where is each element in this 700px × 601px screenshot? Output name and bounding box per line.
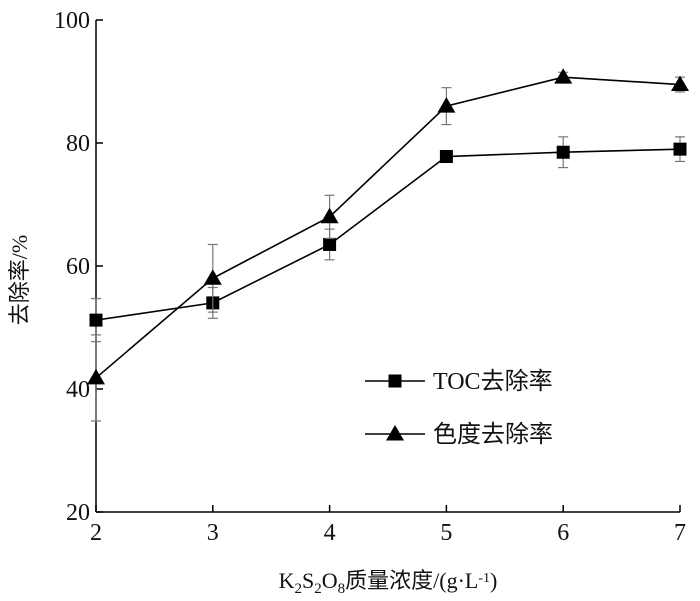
data-point bbox=[671, 75, 689, 92]
data-point bbox=[673, 142, 687, 156]
data-point bbox=[554, 68, 573, 84]
x-axis-label-part: 2 bbox=[295, 581, 303, 597]
x-axis-label-part: -1 bbox=[478, 571, 490, 586]
x-tick-label: 2 bbox=[90, 520, 102, 546]
x-axis-label-part: ) bbox=[490, 568, 497, 593]
data-point bbox=[89, 313, 103, 327]
y-axis-label: 去除率/% bbox=[7, 235, 32, 325]
x-axis-label-part: 2 bbox=[314, 581, 322, 597]
data-point bbox=[556, 145, 570, 159]
series-line bbox=[95, 76, 681, 379]
legend-label: 色度去除率 bbox=[433, 421, 553, 448]
x-tick-label: 4 bbox=[324, 520, 336, 546]
ticks: 20 40 60 80 100 2 3 4 5 6 7 bbox=[54, 8, 686, 546]
data-point bbox=[320, 207, 339, 224]
y-tick-label: 100 bbox=[54, 8, 90, 34]
data-point bbox=[203, 269, 222, 285]
y-tick-label: 20 bbox=[66, 500, 90, 526]
x-tick-label: 5 bbox=[440, 520, 452, 546]
x-tick-label: 7 bbox=[674, 520, 686, 546]
x-axis-label-part: S bbox=[302, 568, 314, 593]
y-tick-label: 80 bbox=[66, 131, 90, 157]
x-axis-label-part: 质量浓度/(g·L bbox=[345, 568, 478, 593]
series-color bbox=[87, 68, 689, 422]
data-point bbox=[323, 237, 337, 251]
legend-label: TOC去除率 bbox=[433, 368, 553, 395]
x-axis-label: K2S2O8质量浓度/(g·L-1) bbox=[279, 568, 498, 597]
series-layer bbox=[87, 68, 689, 422]
data-point bbox=[439, 150, 453, 164]
y-tick-label: 60 bbox=[66, 254, 90, 280]
x-tick-label: 3 bbox=[207, 520, 219, 546]
series-line bbox=[95, 148, 681, 321]
legend-marker bbox=[386, 425, 404, 441]
data-point bbox=[87, 368, 105, 385]
legend-marker bbox=[388, 374, 402, 388]
series-toc bbox=[89, 136, 687, 343]
data-point bbox=[437, 97, 456, 113]
x-axis-label-part: 8 bbox=[338, 581, 346, 597]
x-tick-label: 6 bbox=[557, 520, 569, 546]
x-axis-label-part: K bbox=[279, 568, 295, 593]
x-axis-label-part: O bbox=[322, 568, 338, 593]
y-tick-label: 40 bbox=[66, 377, 90, 403]
